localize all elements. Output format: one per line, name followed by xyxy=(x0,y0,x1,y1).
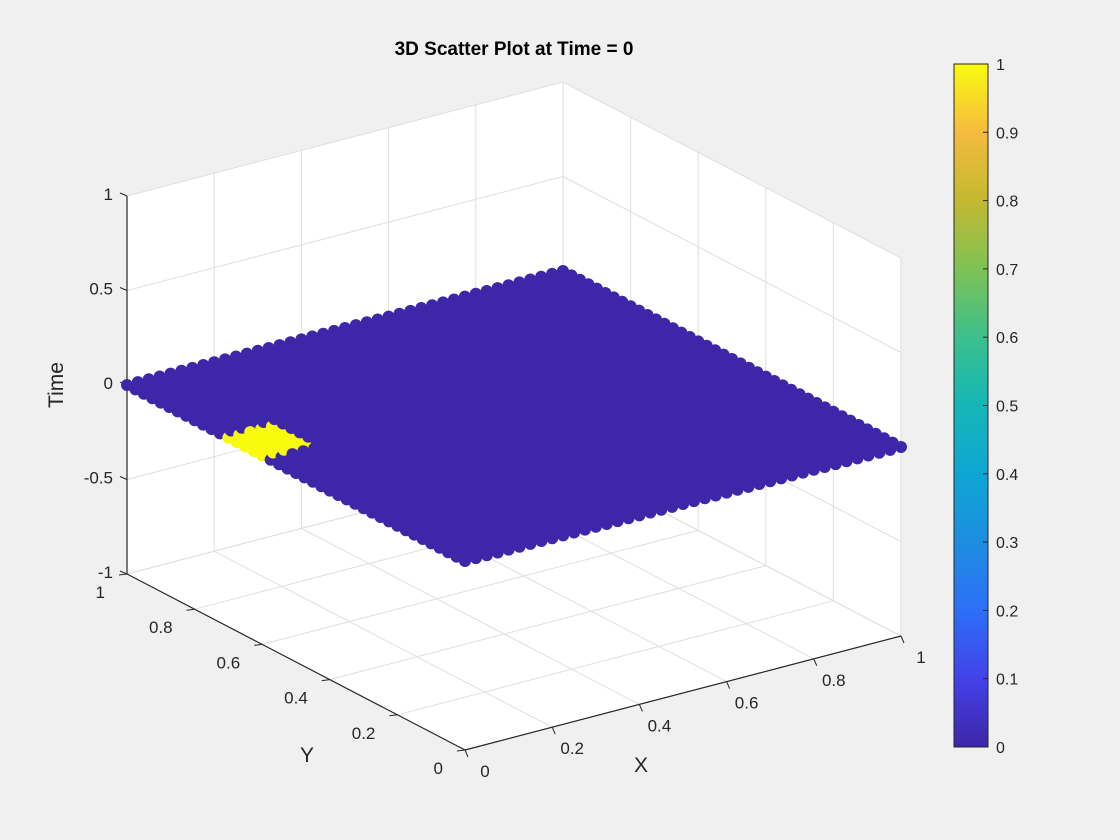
z-axis-label: Time xyxy=(45,362,68,408)
y-tick-label: 0 xyxy=(434,759,443,778)
z-tick-label: 1 xyxy=(104,185,113,204)
x-tick-label: 0 xyxy=(480,762,489,781)
grid-line xyxy=(262,529,699,645)
grid-line xyxy=(301,527,640,705)
colorbar-tick-label: 0.8 xyxy=(996,194,1018,211)
x-tick-mark xyxy=(464,749,469,758)
colorbar-tick-label: 0.4 xyxy=(996,467,1018,484)
scatter-point xyxy=(698,492,711,505)
y-tick-label: 1 xyxy=(96,583,105,602)
grid-line xyxy=(126,81,564,197)
y-tick-mark xyxy=(456,749,466,752)
colorbar-tick-label: 0.6 xyxy=(996,330,1018,347)
z-tick-label: -0.5 xyxy=(84,469,113,488)
z-tick-mark xyxy=(119,287,128,291)
scatter-point xyxy=(862,449,875,462)
x-tick-mark xyxy=(726,681,731,689)
grid-line xyxy=(562,176,902,353)
x-tick-mark xyxy=(638,704,643,712)
x-axis-line xyxy=(464,635,902,751)
y-tick-mark xyxy=(389,714,398,717)
z-tick-mark xyxy=(119,570,128,575)
colorbar-tick-label: 0.3 xyxy=(996,535,1018,552)
y-tick-mark xyxy=(118,573,128,576)
y-axis-line xyxy=(126,573,466,751)
floor-pane xyxy=(127,460,901,750)
scatter-point xyxy=(578,523,591,536)
z-tick-label: 0.5 xyxy=(89,280,113,299)
colorbar: 0 0.1 0.2 0.3 0.4 0.5 0.6 0.7 0.8 0.9 1 xyxy=(953,57,1018,757)
y-tick-label: 0.8 xyxy=(149,618,173,637)
x-tick-mark xyxy=(813,658,818,666)
colorbar-tick-label: 0.1 xyxy=(996,672,1018,689)
grid-line xyxy=(126,176,564,291)
x-axis-label: X xyxy=(634,754,648,777)
scatter-point xyxy=(753,478,766,491)
y-tick-mark xyxy=(186,608,195,611)
z-tick-mark xyxy=(119,476,128,480)
x-tick-label: 0.2 xyxy=(560,739,584,758)
x-tick-label: 0.6 xyxy=(735,694,759,713)
x-tick-label: 0.4 xyxy=(648,716,672,735)
colorbar-tick-label: 0.5 xyxy=(996,399,1018,416)
x-tick-mark xyxy=(900,635,905,644)
scatter-points xyxy=(121,265,907,567)
z-tick-label: -1 xyxy=(98,563,113,582)
colorbar-tick-label: 0.9 xyxy=(996,125,1018,142)
z-tick-label: 0 xyxy=(104,374,113,393)
y-tick-mark xyxy=(321,679,330,682)
grid-line xyxy=(329,565,766,681)
y-tick-mark xyxy=(254,643,263,646)
chart-title: 3D Scatter Plot at Time = 0 xyxy=(395,39,634,60)
scatter-point xyxy=(655,503,668,516)
x-tick-mark xyxy=(551,727,556,735)
scatter-point xyxy=(807,463,820,476)
colorbar-tick-label: 1 xyxy=(996,57,1005,74)
x-tick-label: 1 xyxy=(916,648,925,667)
scatter-point xyxy=(600,517,613,530)
z-tick-mark xyxy=(119,192,128,197)
colorbar-tick-label: 0.7 xyxy=(996,262,1018,279)
x-tick-label: 0.8 xyxy=(822,671,846,690)
colorbar-tick-label: 0.2 xyxy=(996,603,1018,620)
scatter-point xyxy=(895,441,907,453)
colorbar-gradient xyxy=(953,63,989,748)
scatter-point xyxy=(480,549,493,562)
scatter-point xyxy=(633,509,646,522)
colorbar-tick-label: 0 xyxy=(996,740,1005,757)
y-tick-label: 0.6 xyxy=(217,653,241,672)
grid-line xyxy=(562,81,902,259)
grid-line xyxy=(213,550,553,728)
y-axis-label: Y xyxy=(300,744,314,767)
y-tick-label: 0.4 xyxy=(284,689,308,708)
y-tick-label: 0.2 xyxy=(352,724,376,743)
grid-line xyxy=(397,600,834,716)
